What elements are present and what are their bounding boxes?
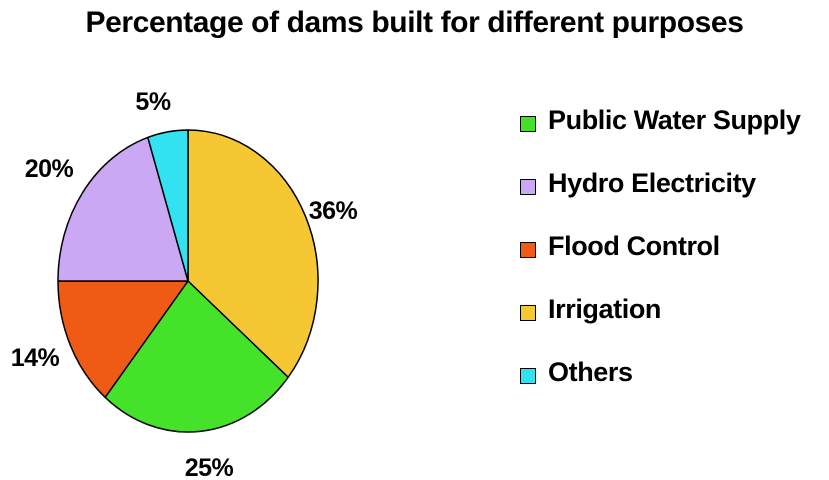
legend-swatch: [520, 179, 536, 195]
pie-slice-others: [147, 129, 189, 282]
pie-slice-flood-control: [57, 280, 189, 399]
legend: Public Water Supply Hydro Electricity Fl…: [520, 102, 825, 417]
legend-label: Hydro Electricity: [548, 168, 756, 198]
legend-item-hydro-electricity: Hydro Electricity: [520, 165, 825, 228]
legend-item-flood-control: Flood Control: [520, 228, 825, 291]
legend-item-public-water-supply: Public Water Supply: [520, 102, 825, 165]
slice-label-irrigation: 36%: [309, 197, 358, 225]
legend-swatch: [520, 305, 536, 321]
legend-label: Public Water Supply: [548, 105, 801, 135]
legend-swatch: [520, 242, 536, 258]
legend-item-irrigation: Irrigation: [520, 291, 825, 354]
legend-label: Others: [548, 357, 633, 387]
slice-label-public-water-supply: 25%: [185, 454, 234, 480]
legend-label: Flood Control: [548, 231, 720, 261]
legend-swatch: [520, 368, 536, 384]
pie-slice-irrigation: [187, 129, 319, 378]
pie-slice-hydro-electricity: [57, 136, 189, 282]
legend-item-others: Others: [520, 354, 825, 417]
slice-label-others: 5%: [135, 88, 170, 116]
legend-swatch: [520, 116, 536, 132]
slice-label-hydro-electricity: 20%: [25, 155, 74, 183]
pie-slice-public-water-supply: [104, 280, 289, 433]
slice-label-flood-control: 14%: [11, 344, 60, 372]
chart-title: Percentage of dams built for different p…: [85, 6, 744, 39]
legend-label: Irrigation: [548, 294, 662, 324]
